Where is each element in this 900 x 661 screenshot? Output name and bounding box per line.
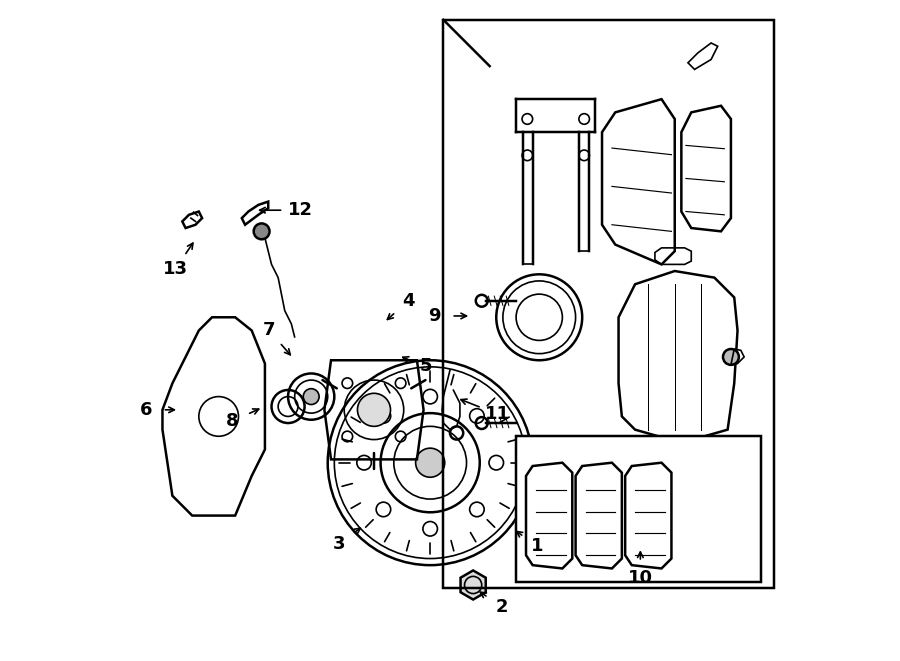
Text: 5: 5	[419, 357, 432, 375]
Text: 10: 10	[628, 569, 652, 588]
Circle shape	[254, 223, 269, 239]
Text: 13: 13	[163, 260, 187, 278]
Text: 11: 11	[484, 405, 509, 423]
Text: 9: 9	[428, 307, 441, 325]
Text: 7: 7	[262, 321, 274, 339]
Text: 2: 2	[496, 598, 508, 615]
Text: 3: 3	[332, 535, 345, 553]
Polygon shape	[461, 570, 486, 600]
Circle shape	[303, 389, 320, 405]
Text: 12: 12	[287, 201, 312, 219]
Circle shape	[416, 448, 445, 477]
FancyBboxPatch shape	[516, 436, 760, 582]
Circle shape	[357, 393, 391, 426]
Text: 6: 6	[140, 401, 152, 419]
Text: 1: 1	[531, 537, 544, 555]
Text: 4: 4	[402, 292, 414, 310]
Text: 8: 8	[226, 412, 239, 430]
Circle shape	[723, 349, 739, 365]
